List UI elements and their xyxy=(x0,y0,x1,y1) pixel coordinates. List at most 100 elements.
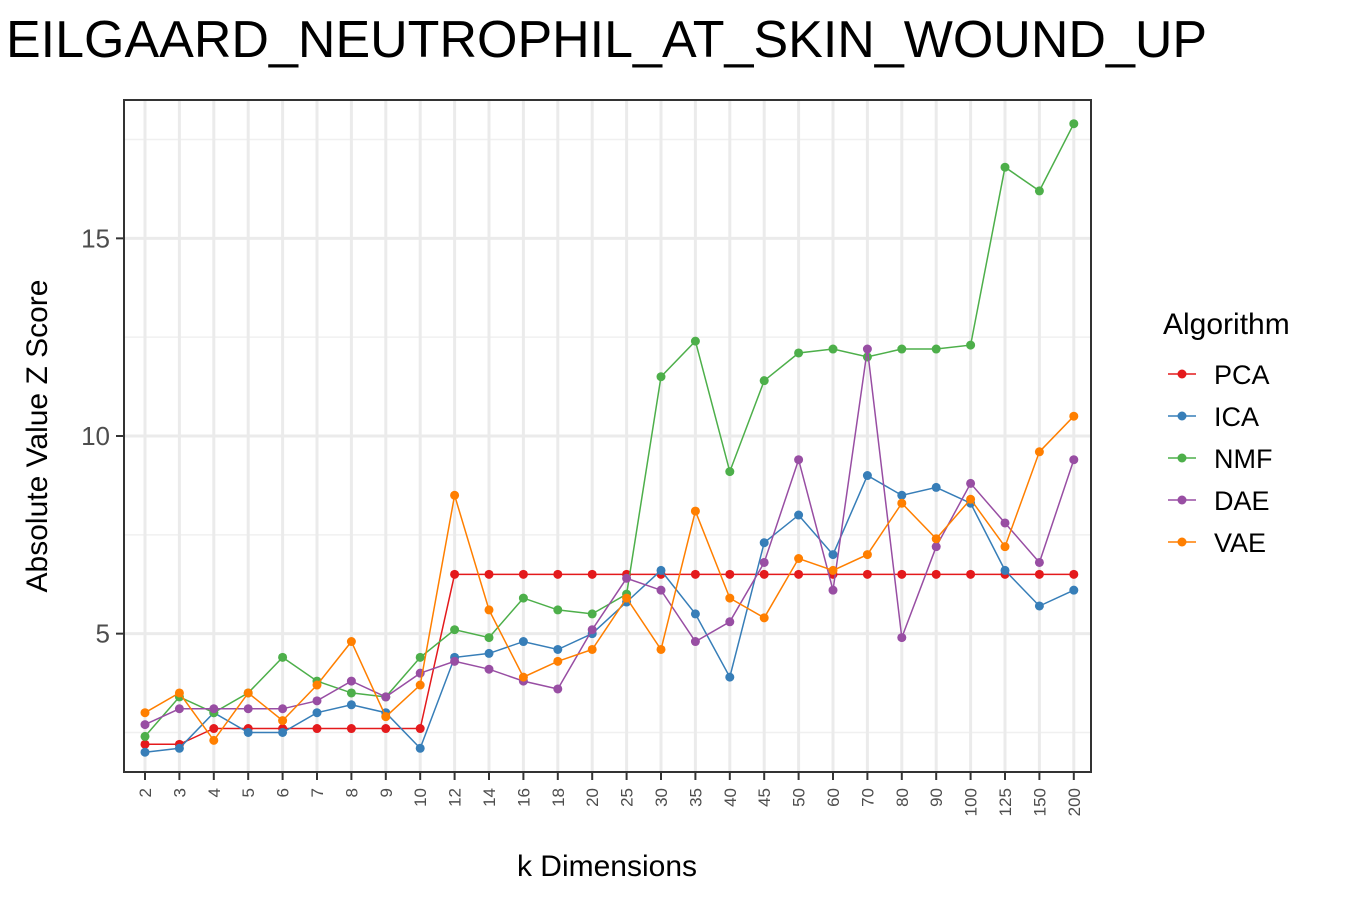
data-point-pca xyxy=(759,569,769,579)
data-point-ica xyxy=(1000,565,1010,575)
data-point-pca xyxy=(897,569,907,579)
data-point-vae xyxy=(518,672,528,682)
legend-marker-dae xyxy=(1177,495,1187,505)
data-point-vae xyxy=(1069,411,1079,421)
data-point-dae xyxy=(243,704,253,714)
x-tick-label: 40 xyxy=(721,788,740,807)
data-point-ica xyxy=(759,538,769,548)
x-tick-label: 6 xyxy=(274,788,293,797)
x-tick-label: 7 xyxy=(308,788,327,797)
x-tick-label: 12 xyxy=(446,788,465,807)
data-point-vae xyxy=(828,565,838,575)
data-point-ica xyxy=(690,609,700,619)
data-point-pca xyxy=(587,569,597,579)
data-point-vae xyxy=(381,712,391,722)
data-point-nmf xyxy=(1000,162,1010,172)
data-point-vae xyxy=(346,637,356,647)
data-point-pca xyxy=(966,569,976,579)
data-point-vae xyxy=(897,498,907,508)
data-point-pca xyxy=(140,739,150,749)
data-point-nmf xyxy=(346,688,356,698)
data-point-pca xyxy=(794,569,804,579)
data-point-ica xyxy=(312,708,322,718)
data-point-vae xyxy=(140,708,150,718)
y-tick-label: 10 xyxy=(81,421,110,451)
data-point-dae xyxy=(553,684,563,694)
data-point-dae xyxy=(381,692,391,702)
legend-marker-nmf xyxy=(1177,453,1187,463)
data-point-vae xyxy=(1034,447,1044,457)
x-tick-label: 35 xyxy=(686,788,705,807)
data-point-pca xyxy=(415,724,425,734)
data-point-ica xyxy=(518,637,528,647)
data-point-vae xyxy=(862,550,872,560)
legend-label-ica: ICA xyxy=(1214,402,1259,432)
data-point-dae xyxy=(1069,455,1079,465)
data-point-ica xyxy=(1069,585,1079,595)
data-point-nmf xyxy=(862,352,872,362)
data-point-nmf xyxy=(794,348,804,358)
data-point-vae xyxy=(484,605,494,615)
x-tick-label: 9 xyxy=(377,788,396,797)
x-tick-label: 50 xyxy=(790,788,809,807)
data-point-dae xyxy=(1000,518,1010,528)
x-tick-label: 3 xyxy=(170,788,189,797)
data-point-dae xyxy=(312,696,322,706)
data-point-ica xyxy=(140,747,150,757)
data-point-dae xyxy=(174,704,184,714)
data-point-dae xyxy=(1034,557,1044,567)
data-point-dae xyxy=(278,704,288,714)
data-point-nmf xyxy=(1069,119,1079,129)
series-line-ica xyxy=(144,474,1075,753)
data-point-nmf xyxy=(828,344,838,354)
data-point-vae xyxy=(174,688,184,698)
data-point-nmf xyxy=(518,593,528,603)
data-point-dae xyxy=(828,585,838,595)
data-point-dae xyxy=(484,664,494,674)
x-tick-label: 8 xyxy=(342,788,361,797)
data-point-nmf xyxy=(484,633,494,643)
data-point-nmf xyxy=(278,652,288,662)
data-point-ica xyxy=(794,510,804,520)
data-point-dae xyxy=(656,585,666,595)
legend-marker-ica xyxy=(1177,411,1187,421)
data-point-ica xyxy=(415,743,425,753)
x-tick-label: 60 xyxy=(824,788,843,807)
x-tick-label: 10 xyxy=(411,788,430,807)
legend-marker-pca xyxy=(1177,369,1187,379)
data-point-pca xyxy=(484,569,494,579)
data-point-vae xyxy=(312,680,322,690)
data-point-nmf xyxy=(553,605,563,615)
legend-label-pca: PCA xyxy=(1214,360,1270,390)
data-point-dae xyxy=(209,704,219,714)
data-point-pca xyxy=(690,569,700,579)
legend-title: Algorithm xyxy=(1163,308,1290,341)
data-point-vae xyxy=(656,644,666,654)
data-point-dae xyxy=(794,455,804,465)
data-point-vae xyxy=(759,613,769,623)
data-point-vae xyxy=(415,680,425,690)
data-point-ica xyxy=(862,471,872,481)
x-tick-label: 30 xyxy=(652,788,671,807)
data-point-dae xyxy=(346,676,356,686)
data-point-pca xyxy=(862,569,872,579)
data-point-vae xyxy=(243,688,253,698)
series-line-vae xyxy=(144,415,1075,742)
x-tick-label: 200 xyxy=(1065,788,1084,816)
data-point-ica xyxy=(278,727,288,737)
data-point-ica xyxy=(897,490,907,500)
x-tick-label: 100 xyxy=(962,788,981,816)
data-point-pca xyxy=(346,724,356,734)
data-point-ica xyxy=(931,482,941,492)
y-axis-title: Absolute Value Z Score xyxy=(21,280,54,593)
y-tick-label: 15 xyxy=(81,223,110,253)
data-point-dae xyxy=(622,573,632,583)
data-point-dae xyxy=(725,617,735,627)
x-tick-label: 14 xyxy=(480,788,499,807)
data-point-dae xyxy=(690,637,700,647)
series-line-dae xyxy=(144,348,1075,726)
data-point-ica xyxy=(484,648,494,658)
chart-title: EILGAARD_NEUTROPHIL_AT_SKIN_WOUND_UP xyxy=(6,11,1208,69)
